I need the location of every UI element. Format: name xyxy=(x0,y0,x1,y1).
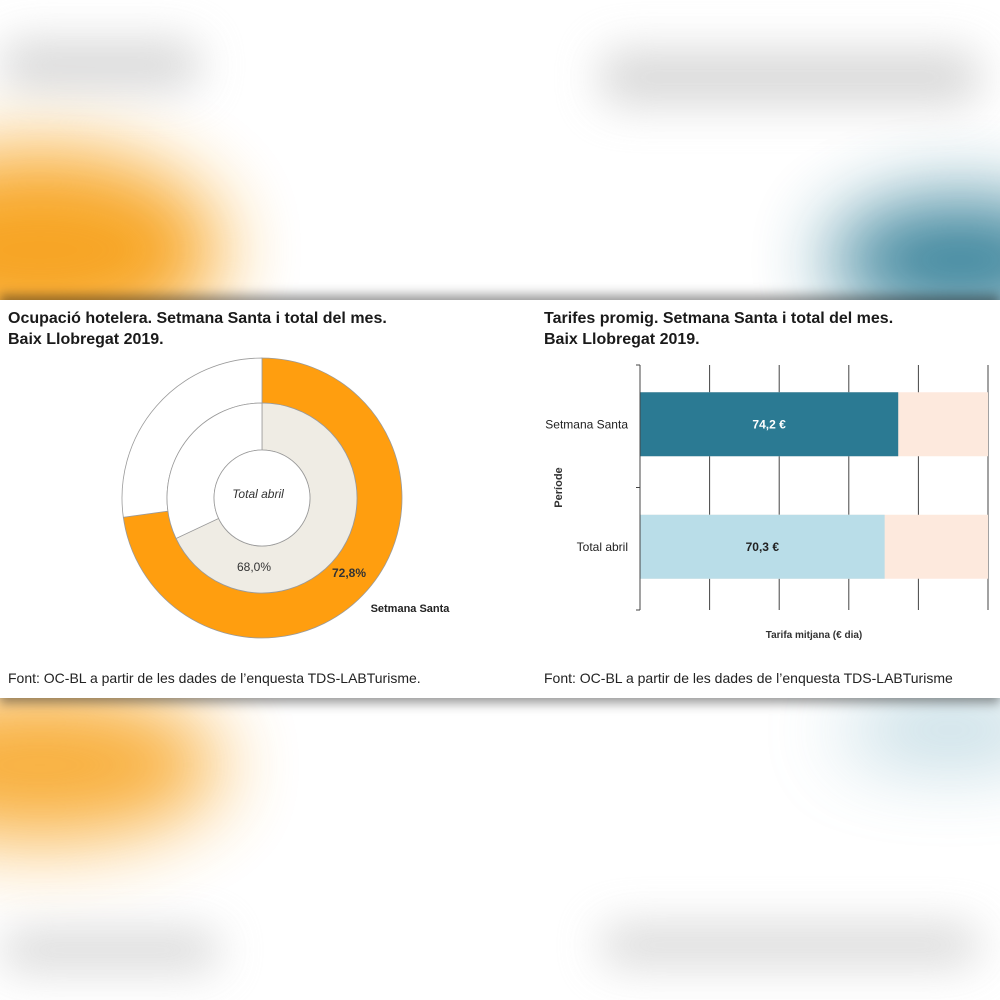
blurred-teal-shape xyxy=(840,700,1000,760)
blurred-text xyxy=(0,930,220,970)
blurred-text xyxy=(600,50,980,105)
outer-ring-value-label: 72,8% xyxy=(332,566,366,580)
left-chart-title-line1: Ocupació hotelera. Setmana Santa i total… xyxy=(8,310,387,327)
left-chart-title: Ocupació hotelera. Setmana Santa i total… xyxy=(8,308,387,350)
x-axis-label: Tarifa mitjana (€ dia) xyxy=(766,630,863,641)
inner-ring-value-label: 68,0% xyxy=(237,560,271,574)
bar xyxy=(640,514,885,579)
right-chart-source: Font: OC-BL a partir de les dades de l’e… xyxy=(544,670,953,686)
y-axis-label: Període xyxy=(553,467,565,507)
right-chart-title: Tarifes promig. Setmana Santa i total de… xyxy=(544,308,893,350)
left-chart-source: Font: OC-BL a partir de les dades de l’e… xyxy=(8,670,421,686)
charts-panel: Ocupació hotelera. Setmana Santa i total… xyxy=(0,300,1000,698)
blurred-text xyxy=(0,40,200,90)
value-label: 74,2 € xyxy=(752,417,786,431)
right-chart-title-line2: Baix Llobregat 2019. xyxy=(544,331,700,348)
rates-bar-chart: Setmana Santa Total abril 74,2 € 70,3 € Pe… xyxy=(545,364,989,641)
donut-center-hole xyxy=(213,449,311,547)
blurred-text xyxy=(600,925,980,965)
blurred-orange-shape xyxy=(0,690,220,840)
right-chart-title-line1: Tarifes promig. Setmana Santa i total de… xyxy=(544,310,894,327)
occupancy-donut-chart: Total abril 68,0% 72,8% Setmana Santa xyxy=(121,357,451,639)
donut-center-label: Total abril xyxy=(232,487,284,501)
left-chart-title-line2: Baix Llobregat 2019. xyxy=(8,331,164,348)
value-label: 70,3 € xyxy=(746,540,780,554)
category-label: Setmana Santa xyxy=(545,417,628,431)
category-label: Total abril xyxy=(577,540,628,554)
bar xyxy=(640,392,899,457)
outer-ring-series-label: Setmana Santa xyxy=(371,603,451,615)
